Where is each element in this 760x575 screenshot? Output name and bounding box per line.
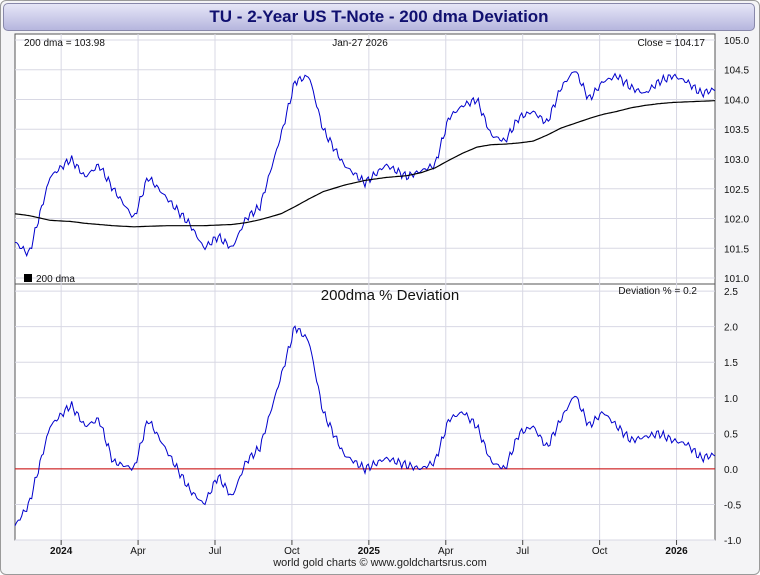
series-line-tu (14, 71, 716, 258)
y-tick-label: 2.0 (724, 323, 738, 334)
footer-credit: world gold charts © www.goldchartsrus.co… (273, 557, 487, 569)
series-line-deviation- (14, 325, 716, 527)
x-tick-label: Apr (438, 546, 454, 557)
close-value-label: Close = 104.17 (637, 38, 705, 49)
series-line-200-dma (14, 100, 715, 228)
deviation-panel (14, 283, 716, 541)
x-tick-label: 2024 (50, 546, 73, 557)
y-tick-label: 101.5 (724, 244, 749, 255)
chart-title: TU - 2-Year US T-Note - 200 dma Deviatio… (3, 3, 755, 31)
y-tick-label: 2.5 (724, 287, 738, 298)
deviation-value-label: Deviation % = 0.2 (618, 286, 697, 297)
y-tick-label: -1.0 (724, 536, 742, 547)
legend-label: 200 dma (36, 274, 75, 285)
y-tick-label: 1.0 (724, 394, 738, 405)
x-tick-label: Oct (592, 546, 608, 557)
x-tick-label: Jul (209, 546, 222, 557)
y-tick-label: 102.0 (724, 215, 749, 226)
legend-swatch (24, 274, 32, 282)
x-tick-label: 2025 (358, 546, 381, 557)
x-tick-label: Jul (516, 546, 529, 557)
dma-value-label: 200 dma = 103.98 (24, 38, 105, 49)
y-tick-label: 102.5 (724, 185, 749, 196)
date-label: Jan-27 2026 (332, 38, 388, 49)
y-tick-label: 105.0 (724, 36, 749, 47)
y-tick-label: 0.5 (724, 429, 738, 440)
deviation-title: 200dma % Deviation (321, 287, 459, 304)
x-tick-label: 2026 (665, 546, 688, 557)
x-tick-label: Oct (284, 546, 300, 557)
y-tick-label: 104.5 (724, 66, 749, 77)
y-tick-label: 103.5 (724, 125, 749, 136)
y-tick-label: 104.0 (724, 95, 749, 106)
x-tick-label: Apr (130, 546, 146, 557)
y-tick-label: 101.0 (724, 274, 749, 285)
y-tick-label: 103.0 (724, 155, 749, 166)
y-tick-label: 0.0 (724, 465, 738, 476)
y-tick-label: -0.5 (724, 500, 742, 511)
y-tick-label: 1.5 (724, 358, 738, 369)
